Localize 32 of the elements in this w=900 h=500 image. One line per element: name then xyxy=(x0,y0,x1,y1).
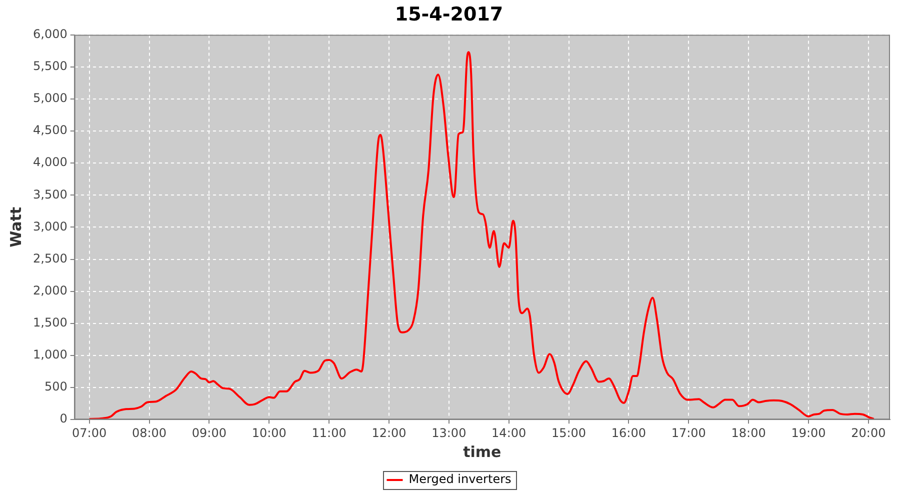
chart-title: 15-4-2017 xyxy=(394,3,504,26)
y-tick-label: 5,500 xyxy=(32,58,68,73)
y-tick-label: 3,000 xyxy=(32,219,68,234)
y-axis-title: Watt xyxy=(6,206,25,248)
x-tick-label: 12:00 xyxy=(372,426,406,440)
line-series xyxy=(88,51,875,420)
y-tick-label: 6,000 xyxy=(32,26,68,41)
x-tick-label: 15:00 xyxy=(551,426,586,440)
x-tick-label: 14:00 xyxy=(492,426,526,440)
y-tick-label: 5,000 xyxy=(32,91,68,106)
y-tick-label: 3,500 xyxy=(32,187,68,202)
y-tick-label: 4,500 xyxy=(32,123,68,138)
x-tick-label: 13:00 xyxy=(432,426,466,440)
x-tick-label: 10:00 xyxy=(252,426,286,440)
y-tick-label: 1,000 xyxy=(32,348,68,362)
x-tick-label: 18:00 xyxy=(731,426,766,440)
x-axis-title: time xyxy=(463,442,502,461)
y-tick-label: 0 xyxy=(60,412,68,426)
y-tick-label: 2,500 xyxy=(32,251,68,266)
x-tick-label: 07:00 xyxy=(72,426,107,440)
x-tick-label: 11:00 xyxy=(312,426,346,440)
x-tick-label: 17:00 xyxy=(671,426,706,440)
y-tick-label: 2,000 xyxy=(32,283,68,298)
y-tick-label: 1,500 xyxy=(32,316,68,330)
legend-label: Merged inverters xyxy=(408,472,512,486)
x-tick-label: 08:00 xyxy=(132,426,167,440)
x-tick-label: 16:00 xyxy=(611,426,646,440)
y-tick-label: 500 xyxy=(44,380,68,394)
y-tick-label: 4,000 xyxy=(32,155,68,170)
x-tick-label: 20:00 xyxy=(851,426,886,440)
x-tick-label: 09:00 xyxy=(192,426,226,440)
x-tick-label: 19:00 xyxy=(791,426,826,440)
